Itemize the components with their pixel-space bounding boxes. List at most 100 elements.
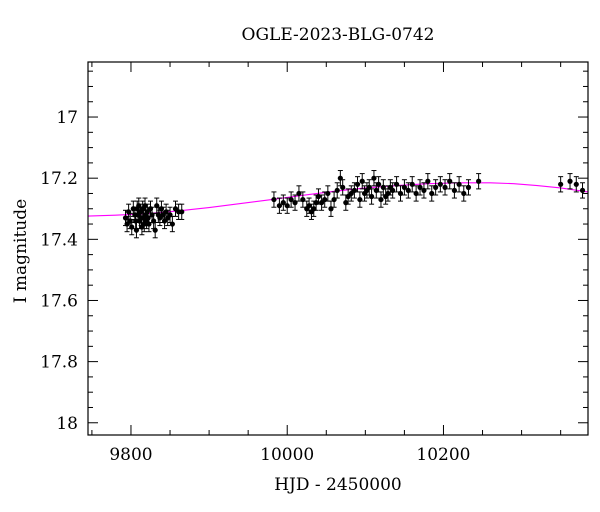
data-point <box>413 185 419 202</box>
point-marker <box>340 184 346 190</box>
chart-title: OGLE-2023-BLG-0742 <box>242 25 435 45</box>
point-marker <box>397 190 404 197</box>
data-point <box>558 176 564 193</box>
point-marker <box>573 181 579 187</box>
point-marker <box>371 175 377 181</box>
data-point <box>421 182 427 199</box>
model-curve-layer <box>87 182 589 217</box>
point-marker <box>579 187 586 194</box>
point-marker <box>393 181 400 187</box>
point-marker <box>447 178 453 184</box>
data-point <box>152 222 158 239</box>
point-marker <box>461 190 467 197</box>
data-point <box>378 191 384 208</box>
point-marker <box>451 187 458 194</box>
data-point <box>401 179 408 196</box>
axis-ticks <box>88 62 588 435</box>
y-tick-labels: 17 17.2 17.4 17.6 17.8 18 <box>40 108 78 434</box>
x-tick-label: 10200 <box>416 445 470 465</box>
y-axis-label: I magnitude <box>11 199 31 303</box>
y-tick-label: 17.6 <box>40 291 78 311</box>
y-tick-label: 17.4 <box>40 230 78 250</box>
model-curve <box>87 182 589 217</box>
point-marker <box>280 200 286 206</box>
point-marker <box>152 227 158 233</box>
data-point <box>456 176 462 193</box>
data-point <box>465 179 472 196</box>
point-marker <box>325 190 331 197</box>
point-marker <box>288 196 294 203</box>
data-point <box>433 179 439 196</box>
point-marker <box>129 224 135 230</box>
point-marker <box>417 184 423 190</box>
data-point <box>380 179 386 196</box>
point-marker <box>425 178 431 184</box>
data-point <box>334 182 340 199</box>
x-axis-label: HJD - 2450000 <box>274 475 402 495</box>
point-marker <box>179 209 185 215</box>
point-marker <box>442 184 448 190</box>
point-marker <box>354 181 361 187</box>
point-marker <box>421 187 427 194</box>
data-point <box>169 215 175 233</box>
point-marker <box>390 187 396 194</box>
data-point <box>573 176 579 193</box>
data-point <box>172 200 179 217</box>
data-point <box>357 191 363 208</box>
data-point <box>371 170 377 187</box>
point-marker <box>284 203 290 209</box>
point-marker <box>300 196 306 203</box>
data-point <box>359 173 365 190</box>
data-points-layer <box>122 170 586 239</box>
point-marker <box>378 196 384 203</box>
data-point <box>331 191 337 208</box>
data-point <box>476 173 482 190</box>
data-point <box>284 197 290 214</box>
x-tick-label: 10000 <box>260 445 314 465</box>
point-marker <box>401 184 408 190</box>
data-point <box>348 185 354 202</box>
data-point <box>567 173 573 190</box>
data-point <box>368 188 375 205</box>
point-marker <box>567 178 573 184</box>
data-point <box>409 176 415 193</box>
x-tick-labels: 9800 10000 10200 <box>109 445 470 465</box>
point-marker <box>292 200 298 206</box>
data-point <box>376 176 382 193</box>
y-tick-label: 17.2 <box>40 169 78 189</box>
data-point <box>393 176 400 193</box>
point-marker <box>271 196 277 203</box>
data-point <box>292 194 298 211</box>
data-point <box>461 185 467 202</box>
point-marker <box>558 181 564 187</box>
data-point <box>133 222 140 239</box>
data-point <box>390 182 396 199</box>
point-marker <box>476 178 482 184</box>
y-tick-label: 17.8 <box>40 353 78 373</box>
point-marker <box>413 190 419 197</box>
data-point <box>417 179 423 196</box>
point-marker <box>357 196 363 203</box>
point-marker <box>276 203 283 209</box>
data-point <box>271 191 277 208</box>
data-point <box>442 179 448 196</box>
point-marker <box>405 187 411 194</box>
data-point <box>425 173 431 190</box>
data-point <box>280 194 286 211</box>
data-point <box>340 179 346 196</box>
data-point <box>308 203 315 220</box>
data-point <box>288 191 294 208</box>
point-marker <box>465 184 472 190</box>
data-point <box>276 197 283 214</box>
point-marker <box>296 190 302 197</box>
data-point <box>397 185 404 202</box>
point-marker <box>433 184 439 190</box>
point-marker <box>334 187 340 194</box>
point-marker <box>359 178 365 184</box>
x-tick-label: 9800 <box>109 445 152 465</box>
data-point <box>451 182 458 199</box>
point-marker <box>429 190 435 197</box>
data-point <box>328 200 334 217</box>
data-point <box>579 182 586 199</box>
